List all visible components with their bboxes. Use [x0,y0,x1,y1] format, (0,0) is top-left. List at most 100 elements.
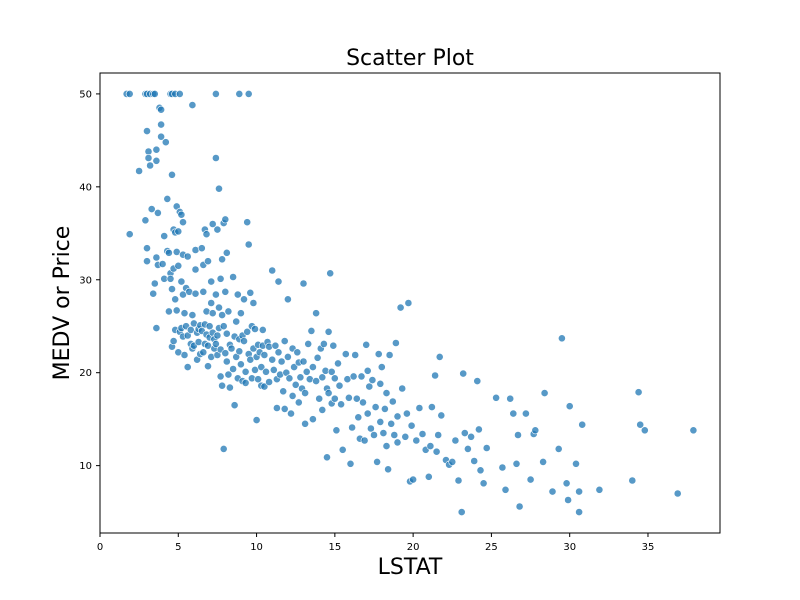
data-point [323,453,331,462]
data-point [301,419,309,428]
data-point [265,378,273,386]
data-point [171,295,180,304]
data-point [363,366,372,375]
x-tick-label: 0 [97,542,103,553]
data-point [244,90,253,98]
data-point [418,430,427,438]
data-point [437,411,446,420]
data-point [230,401,239,410]
data-point [272,404,281,412]
data-point [135,167,143,175]
data-point [382,442,391,450]
data-point [634,388,643,397]
data-point [157,105,165,114]
data-point [213,225,222,234]
x-tick-label: 35 [642,542,655,553]
data-point [252,416,261,424]
data-point [572,459,580,468]
data-point [152,253,161,262]
data-point [380,404,389,413]
data-point [244,240,253,249]
data-point [344,393,353,402]
data-point [280,337,289,345]
data-point [141,216,150,225]
data-point [260,382,269,391]
data-point [337,400,345,409]
y-tick-label: 50 [79,89,92,100]
data-point [457,508,466,516]
data-point [191,289,200,298]
data-point [232,317,241,326]
data-point [160,232,169,240]
data-point [293,348,302,357]
data-point [348,423,356,432]
data-point [673,489,682,498]
data-point [640,426,649,435]
data-point [326,269,335,278]
data-point [219,322,228,331]
data-point [301,389,309,397]
data-point [152,324,161,332]
data-point [482,444,491,452]
y-tick-label: 30 [79,275,92,286]
data-point [208,220,217,228]
data-point [401,432,410,441]
data-point [407,421,416,430]
x-tick-label: 30 [563,542,576,553]
data-point [169,337,178,345]
data-point [269,365,278,374]
data-point [562,479,571,488]
data-point [150,279,159,288]
data-point [147,205,156,213]
data-point [219,444,228,453]
data-point [476,466,485,475]
data-point [324,389,333,397]
data-point [125,90,134,98]
data-point [459,369,468,378]
data-point [473,377,482,385]
data-point [235,347,244,356]
data-point [363,409,372,418]
data-point [179,218,187,227]
data-point [204,362,212,371]
data-point [215,303,223,312]
data-point [157,132,165,141]
data-point [280,404,289,413]
data-point [287,409,295,418]
data-point [152,145,161,154]
data-point [150,90,159,98]
data-point [368,376,377,384]
data-point [404,299,413,307]
data-point [254,375,262,384]
data-point [163,194,172,203]
data-point [432,447,441,456]
data-point [268,266,277,275]
data-point [180,351,189,359]
data-point [290,363,298,371]
data-point [319,339,328,348]
data-point [208,309,217,318]
data-point [501,485,510,494]
data-point [211,339,220,348]
data-point [240,295,248,304]
data-point [224,370,233,379]
data-point [308,415,317,424]
data-point [243,218,252,227]
data-point [506,394,515,403]
data-point [454,476,463,485]
data-point [338,445,347,454]
data-point [308,363,317,371]
data-point [304,339,313,348]
data-point [216,274,225,283]
data-point [346,459,355,468]
data-point [251,325,259,333]
y-axis: 10 20 30 40 50 [79,89,100,472]
data-point [143,257,151,266]
data-point [144,147,153,156]
data-point [207,277,216,286]
data-point [426,442,435,450]
data-point [578,420,587,429]
data-point [412,436,421,445]
data-point [539,457,547,466]
